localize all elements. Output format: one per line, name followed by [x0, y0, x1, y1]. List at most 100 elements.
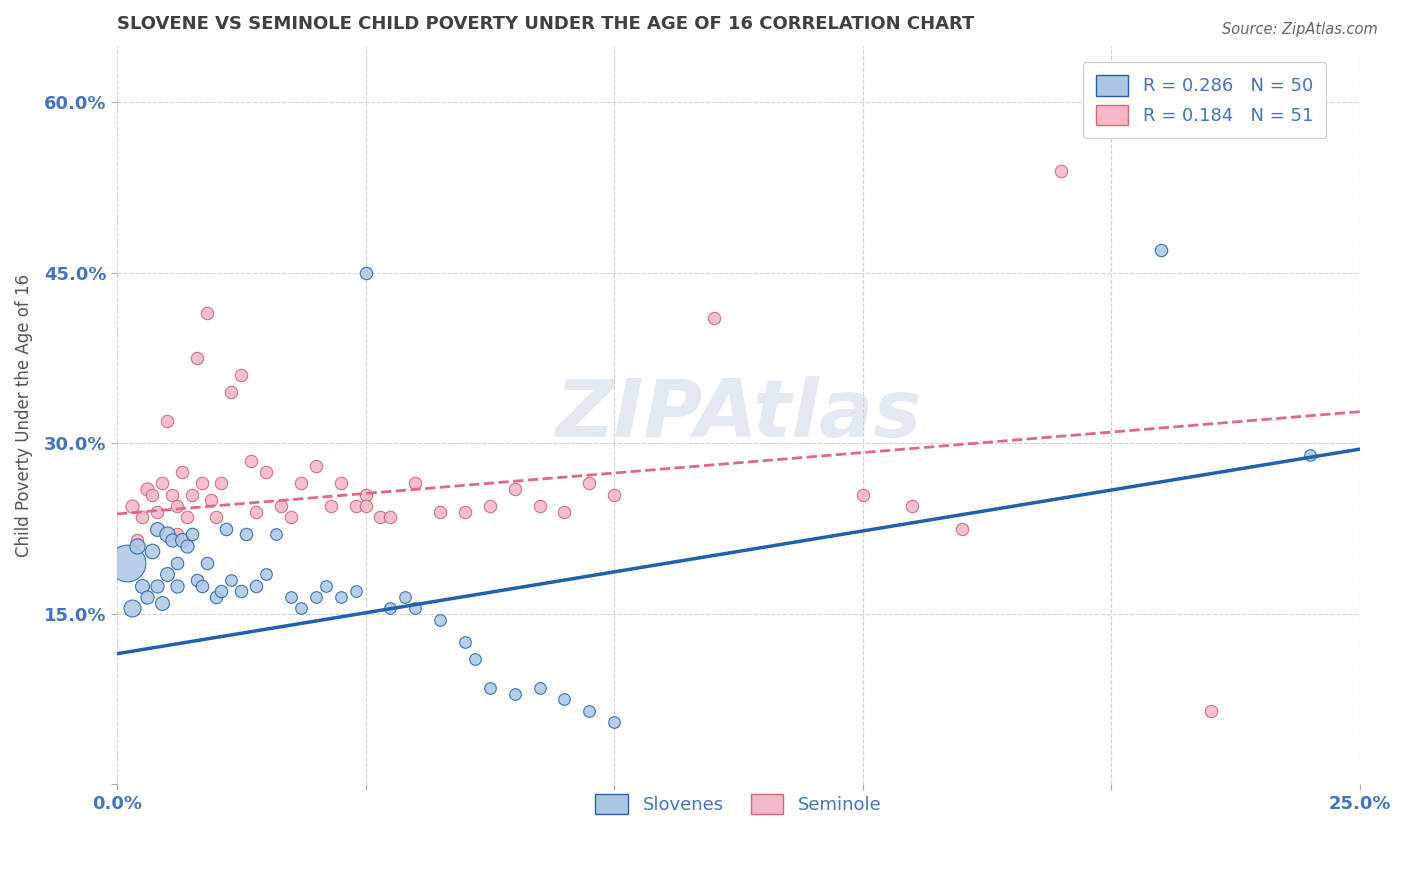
Point: [578, 704, 600, 718]
Point: [205, 510, 228, 524]
Point: [245, 505, 267, 519]
Point: [146, 505, 169, 519]
Point: [176, 539, 198, 553]
Point: [176, 510, 198, 524]
Point: [315, 578, 337, 592]
Point: [529, 681, 551, 695]
Point: [404, 476, 426, 491]
Point: [205, 590, 228, 604]
Point: [121, 499, 143, 513]
Text: SLOVENE VS SEMINOLE CHILD POVERTY UNDER THE AGE OF 16 CORRELATION CHART: SLOVENE VS SEMINOLE CHILD POVERTY UNDER …: [117, 15, 974, 33]
Point: [209, 584, 232, 599]
Point: [245, 578, 267, 592]
Point: [578, 476, 600, 491]
Point: [195, 556, 218, 570]
Point: [221, 573, 243, 587]
Point: [429, 613, 451, 627]
Point: [125, 533, 148, 547]
Point: [235, 527, 257, 541]
Point: [1199, 704, 1222, 718]
Point: [135, 590, 157, 604]
Point: [200, 493, 222, 508]
Point: [354, 487, 377, 501]
Point: [146, 578, 169, 592]
Point: [166, 556, 188, 570]
Point: [329, 590, 352, 604]
Point: [270, 499, 292, 513]
Point: [290, 601, 312, 615]
Point: [1050, 163, 1073, 178]
Point: [180, 487, 202, 501]
Y-axis label: Child Poverty Under the Age of 16: Child Poverty Under the Age of 16: [15, 274, 32, 557]
Point: [280, 510, 302, 524]
Point: [280, 590, 302, 604]
Point: [254, 465, 277, 479]
Point: [529, 499, 551, 513]
Point: [221, 385, 243, 400]
Point: [603, 714, 626, 729]
Point: [702, 311, 724, 326]
Point: [429, 505, 451, 519]
Point: [209, 476, 232, 491]
Point: [254, 567, 277, 582]
Point: [478, 499, 501, 513]
Point: [380, 510, 402, 524]
Point: [190, 578, 212, 592]
Point: [354, 499, 377, 513]
Point: [354, 266, 377, 280]
Point: [150, 476, 173, 491]
Point: [150, 596, 173, 610]
Point: [503, 482, 526, 496]
Point: [852, 487, 875, 501]
Point: [125, 539, 148, 553]
Point: [215, 522, 238, 536]
Point: [454, 505, 477, 519]
Point: [264, 527, 287, 541]
Point: [1150, 244, 1173, 258]
Point: [141, 544, 163, 558]
Point: [190, 476, 212, 491]
Point: [478, 681, 501, 695]
Point: [186, 351, 208, 366]
Point: [344, 584, 367, 599]
Point: [166, 499, 188, 513]
Point: [166, 578, 188, 592]
Point: [160, 533, 183, 547]
Point: [553, 505, 575, 519]
Point: [160, 487, 183, 501]
Text: ZIPAtlas: ZIPAtlas: [555, 376, 921, 454]
Point: [141, 487, 163, 501]
Point: [454, 635, 477, 649]
Point: [370, 510, 392, 524]
Point: [170, 465, 193, 479]
Point: [135, 482, 157, 496]
Point: [131, 510, 153, 524]
Point: [305, 459, 328, 474]
Point: [156, 527, 179, 541]
Point: [404, 601, 426, 615]
Point: [180, 527, 202, 541]
Point: [1299, 448, 1322, 462]
Legend: Slovenes, Seminole: Slovenes, Seminole: [583, 781, 894, 827]
Point: [121, 601, 143, 615]
Point: [195, 306, 218, 320]
Point: [344, 499, 367, 513]
Point: [240, 453, 263, 467]
Point: [394, 590, 416, 604]
Point: [146, 522, 169, 536]
Point: [131, 578, 153, 592]
Point: [503, 686, 526, 700]
Point: [115, 556, 138, 570]
Point: [231, 584, 253, 599]
Point: [950, 522, 973, 536]
Point: [319, 499, 342, 513]
Point: [186, 573, 208, 587]
Point: [464, 652, 486, 666]
Point: [290, 476, 312, 491]
Point: [603, 487, 626, 501]
Point: [553, 692, 575, 706]
Point: [329, 476, 352, 491]
Point: [380, 601, 402, 615]
Point: [305, 590, 328, 604]
Text: Source: ZipAtlas.com: Source: ZipAtlas.com: [1222, 22, 1378, 37]
